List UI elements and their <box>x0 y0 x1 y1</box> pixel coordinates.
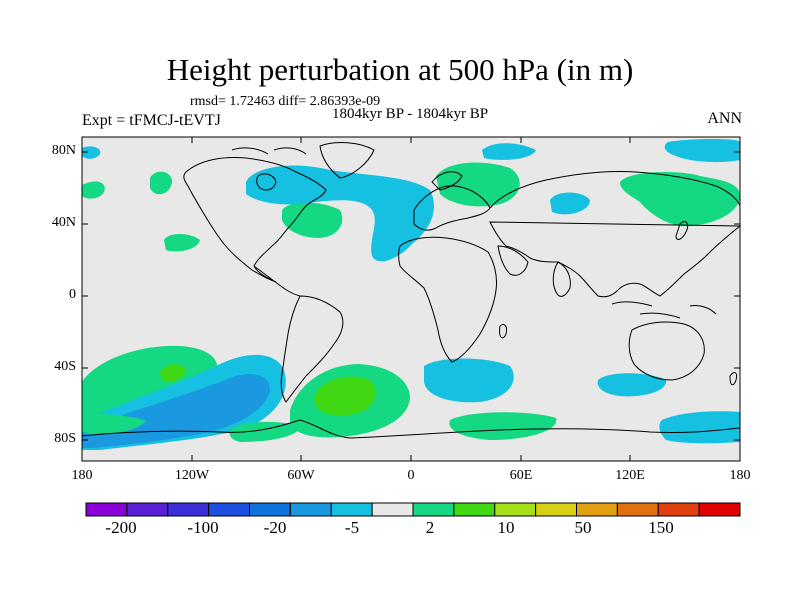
coastline-indonesia <box>611 301 717 319</box>
colorbar-swatch <box>330 502 373 517</box>
contour-green-antarctic-east <box>82 413 146 435</box>
contour-cyan-arctic <box>82 146 101 159</box>
colorbar-swatch <box>412 502 455 517</box>
coastline-europe <box>413 185 491 231</box>
coastline-arabia <box>497 245 529 276</box>
lon-label-0: 0 <box>407 468 415 483</box>
colorbar-swatch <box>85 502 128 517</box>
colorbar-swatch <box>535 502 577 517</box>
contour-green-south-pacific <box>82 345 218 420</box>
colorbar-label: -20 <box>263 518 287 537</box>
contour-green-europe <box>436 162 520 207</box>
rmsd-text: rmsd= 1.72463 diff= 2.86393e-09 <box>190 94 381 109</box>
coastline-south-america <box>280 295 344 403</box>
lon-label-60e: 60E <box>509 468 533 483</box>
contour-cyan-southern-ocean-east <box>659 411 740 444</box>
colorbar-swatch <box>126 502 169 517</box>
contour-fields <box>82 139 740 450</box>
contour-green-inner <box>160 364 186 382</box>
lon-label-60w: 60W <box>287 468 315 483</box>
contour-green-asia <box>620 172 740 227</box>
contour-cyan-south-indian <box>424 358 514 403</box>
contour-cyan-north-atlantic <box>246 165 434 262</box>
coastline-scandinavia <box>431 171 463 191</box>
contour-cyan-arctic-east <box>664 139 740 163</box>
coastline-asia <box>489 170 742 298</box>
contour-green-weddell <box>229 421 300 442</box>
contour-green-north-america <box>282 202 343 238</box>
colorbar-swatch <box>453 502 496 517</box>
coastline-hudson-bay <box>256 173 277 191</box>
contour-green-south-atlantic-inner <box>314 376 376 416</box>
colorbar-swatch <box>616 502 659 517</box>
coastline-india <box>552 261 571 297</box>
coastline-north-america <box>183 157 327 283</box>
coastline-australia <box>628 321 705 381</box>
colorbar-swatch <box>371 502 414 517</box>
colorbar <box>85 502 741 517</box>
coastlines <box>81 142 742 439</box>
lon-label-120e: 120E <box>615 468 645 483</box>
lat-label-40s: 40S <box>54 359 76 374</box>
lon-label-180e: 180 <box>729 468 751 483</box>
map-title: Height perturbation at 500 hPa (in m) <box>166 52 634 87</box>
map-subtitle: 1804kyr BP - 1804kyr BP <box>331 106 489 122</box>
contour-green-northwest <box>82 181 105 199</box>
colorbar-swatch <box>249 502 291 517</box>
lon-label-180w: 180 <box>71 468 93 483</box>
contour-cyan-arctic-europe <box>482 143 536 160</box>
colorbar-swatch <box>576 502 618 517</box>
colorbar-swatch <box>657 502 700 517</box>
contour-green-pacific-west <box>164 234 200 252</box>
colorbar-label: -200 <box>105 518 137 537</box>
contour-green-antarctic-indian <box>449 412 557 440</box>
colorbar-label: 10 <box>497 518 515 537</box>
colorbar-swatch <box>208 502 250 517</box>
colorbar-label: 2 <box>425 518 435 537</box>
colorbar-label: -100 <box>187 518 219 537</box>
colorbar-label: -5 <box>344 518 360 537</box>
coastline-central-america <box>253 265 301 297</box>
coastline-japan <box>675 221 689 240</box>
contour-cyan-south-indian-east <box>597 373 667 397</box>
lon-label-120w: 120W <box>174 468 210 483</box>
contour-green-north-pacific <box>150 171 172 195</box>
colorbar-swatch <box>167 502 210 517</box>
coastline-new-zealand <box>729 372 737 386</box>
colorbar-label: 150 <box>648 518 674 537</box>
coastline-madagascar <box>499 323 507 339</box>
colorbar-swatch <box>494 502 537 517</box>
lat-label-40n: 40N <box>51 215 76 230</box>
coastline-greenland <box>319 142 375 179</box>
coastline-arctic-islands <box>231 147 307 155</box>
coastline-africa <box>398 236 497 363</box>
contour-cyan-siberia <box>550 192 590 215</box>
axis-ticks <box>81 137 741 461</box>
coastline-antarctica <box>81 419 741 439</box>
lat-label-0: 0 <box>69 287 76 302</box>
season-label: ANN <box>707 110 742 127</box>
experiment-label: Expt = tFMCJ-tEVTJ <box>82 112 221 129</box>
colorbar-swatch <box>289 502 332 517</box>
colorbar-label: 50 <box>574 518 592 537</box>
lat-label-80s: 80S <box>54 431 76 446</box>
colorbar-swatch <box>698 502 741 517</box>
lat-label-80n: 80N <box>51 143 76 158</box>
